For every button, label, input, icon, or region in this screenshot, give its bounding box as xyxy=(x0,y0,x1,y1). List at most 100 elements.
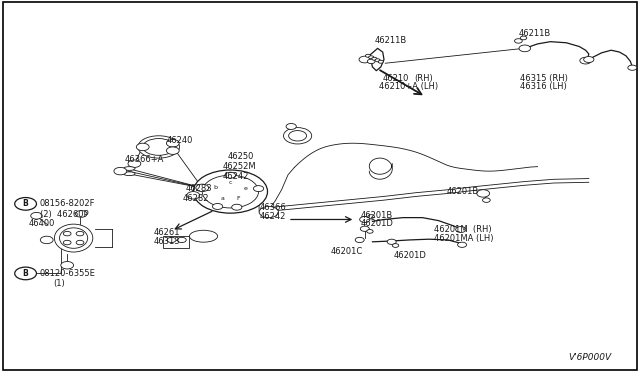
Text: 46201M  (RH): 46201M (RH) xyxy=(434,225,492,234)
Circle shape xyxy=(392,244,399,247)
Text: 46261: 46261 xyxy=(154,228,180,237)
Text: V'6P000V: V'6P000V xyxy=(568,353,611,362)
Circle shape xyxy=(584,57,594,62)
Circle shape xyxy=(177,237,186,243)
Circle shape xyxy=(520,36,527,40)
Circle shape xyxy=(458,242,467,247)
Circle shape xyxy=(289,131,307,141)
Text: 46242: 46242 xyxy=(259,212,285,221)
Circle shape xyxy=(367,230,373,233)
Text: 46366: 46366 xyxy=(259,203,286,212)
Text: 08120-6355E: 08120-6355E xyxy=(40,269,95,278)
Circle shape xyxy=(61,262,74,269)
Text: (1): (1) xyxy=(53,279,65,288)
Text: 46210: 46210 xyxy=(383,74,409,83)
Circle shape xyxy=(519,45,531,52)
Text: 46252M: 46252M xyxy=(223,162,257,171)
Circle shape xyxy=(136,143,149,151)
Circle shape xyxy=(196,184,209,192)
Ellipse shape xyxy=(60,228,88,248)
Circle shape xyxy=(212,203,223,209)
Circle shape xyxy=(284,128,312,144)
Circle shape xyxy=(31,212,42,219)
Text: 46201B: 46201B xyxy=(447,187,479,196)
Circle shape xyxy=(63,231,71,236)
Circle shape xyxy=(369,56,374,59)
Circle shape xyxy=(628,65,637,70)
Text: 46400: 46400 xyxy=(29,219,55,228)
Text: B: B xyxy=(23,199,28,208)
Text: 46283: 46283 xyxy=(186,185,212,193)
Circle shape xyxy=(15,267,36,280)
Text: 46366+A: 46366+A xyxy=(125,155,164,164)
Circle shape xyxy=(367,59,375,64)
Ellipse shape xyxy=(138,136,179,158)
Circle shape xyxy=(114,167,127,175)
Text: c: c xyxy=(228,180,232,185)
Circle shape xyxy=(253,186,264,192)
Ellipse shape xyxy=(124,167,135,170)
Circle shape xyxy=(128,160,141,167)
Text: 46250: 46250 xyxy=(227,153,253,161)
Ellipse shape xyxy=(54,224,93,252)
Circle shape xyxy=(355,237,364,243)
Circle shape xyxy=(197,185,207,191)
Circle shape xyxy=(193,170,268,213)
Circle shape xyxy=(166,147,179,154)
Text: B: B xyxy=(23,269,28,278)
Text: 46210+A (LH): 46210+A (LH) xyxy=(379,82,438,91)
Text: 46240: 46240 xyxy=(166,136,193,145)
Circle shape xyxy=(225,172,236,178)
Circle shape xyxy=(167,237,176,243)
Circle shape xyxy=(63,240,71,245)
Text: 46211B: 46211B xyxy=(518,29,550,38)
Text: a: a xyxy=(221,196,225,201)
Circle shape xyxy=(365,54,371,57)
Text: 46201D: 46201D xyxy=(394,251,426,260)
Text: 46242: 46242 xyxy=(223,172,249,181)
Text: 46201MA (LH): 46201MA (LH) xyxy=(434,234,493,243)
Text: 46201B: 46201B xyxy=(360,211,392,219)
Circle shape xyxy=(76,211,87,217)
Circle shape xyxy=(76,231,84,236)
Text: 46201D: 46201D xyxy=(360,219,393,228)
Ellipse shape xyxy=(143,139,175,155)
Circle shape xyxy=(378,60,383,63)
Circle shape xyxy=(166,140,179,147)
Circle shape xyxy=(387,239,396,244)
Text: 46211B: 46211B xyxy=(374,36,406,45)
Circle shape xyxy=(456,227,466,232)
Text: b: b xyxy=(213,185,217,190)
Ellipse shape xyxy=(189,230,218,242)
Circle shape xyxy=(76,240,84,245)
Circle shape xyxy=(187,192,200,199)
Circle shape xyxy=(202,175,259,208)
Text: (2)  46260P: (2) 46260P xyxy=(40,210,88,219)
Circle shape xyxy=(286,124,296,129)
Text: 46313: 46313 xyxy=(154,237,180,246)
Circle shape xyxy=(515,39,522,43)
Circle shape xyxy=(372,57,377,60)
Circle shape xyxy=(360,226,369,231)
Text: (RH): (RH) xyxy=(414,74,433,83)
Circle shape xyxy=(40,236,53,244)
Circle shape xyxy=(483,198,490,202)
Circle shape xyxy=(259,206,278,218)
Circle shape xyxy=(359,56,371,63)
Circle shape xyxy=(375,59,380,62)
Text: 46315 (RH): 46315 (RH) xyxy=(520,74,568,83)
Circle shape xyxy=(477,190,490,197)
Text: F: F xyxy=(236,196,240,201)
Circle shape xyxy=(232,204,242,210)
Bar xyxy=(163,236,189,248)
Text: 46316 (LH): 46316 (LH) xyxy=(520,82,566,91)
Text: 46282: 46282 xyxy=(182,194,209,203)
Text: 08156-8202F: 08156-8202F xyxy=(40,199,95,208)
Text: e: e xyxy=(244,186,248,191)
Ellipse shape xyxy=(124,172,135,176)
Circle shape xyxy=(368,215,374,218)
Circle shape xyxy=(580,57,591,64)
Circle shape xyxy=(15,198,36,210)
Text: 46201C: 46201C xyxy=(331,247,363,256)
Circle shape xyxy=(360,217,370,222)
